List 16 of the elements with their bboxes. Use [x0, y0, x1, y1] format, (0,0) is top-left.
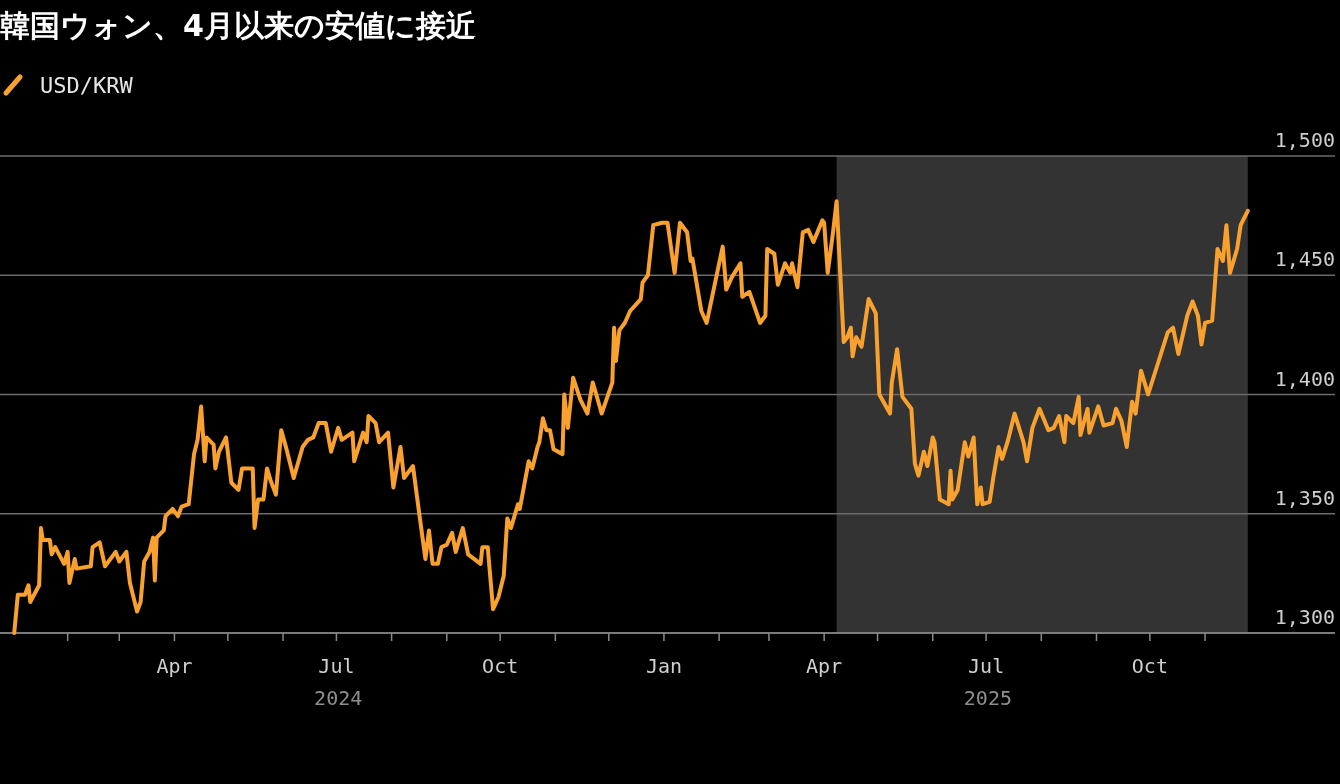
y-tick-label: 1,350	[1274, 485, 1335, 510]
x-tick-label: Apr	[806, 654, 843, 678]
x-tick-label: Apr	[156, 654, 193, 678]
text: 2025	[963, 686, 1012, 710]
legend-label: USD/KRW	[40, 73, 134, 98]
x-tick-label: Oct	[1131, 654, 1168, 678]
x-tick-label: Jul	[318, 654, 355, 678]
y-tick-label: 1,300	[1274, 605, 1335, 629]
chart-title: 韓国ウォン、4月以来の安値に接近	[0, 8, 476, 43]
y-tick-label: 1,400	[1274, 366, 1335, 391]
y-tick-label: 1,500	[1274, 128, 1335, 152]
y-tick-label: 1,450	[1274, 247, 1335, 272]
x-tick-label: Jan	[645, 654, 682, 678]
x-tick-label: Jul	[968, 654, 1005, 678]
x-tick-label: Oct	[482, 654, 519, 678]
text: 2024	[314, 686, 363, 710]
